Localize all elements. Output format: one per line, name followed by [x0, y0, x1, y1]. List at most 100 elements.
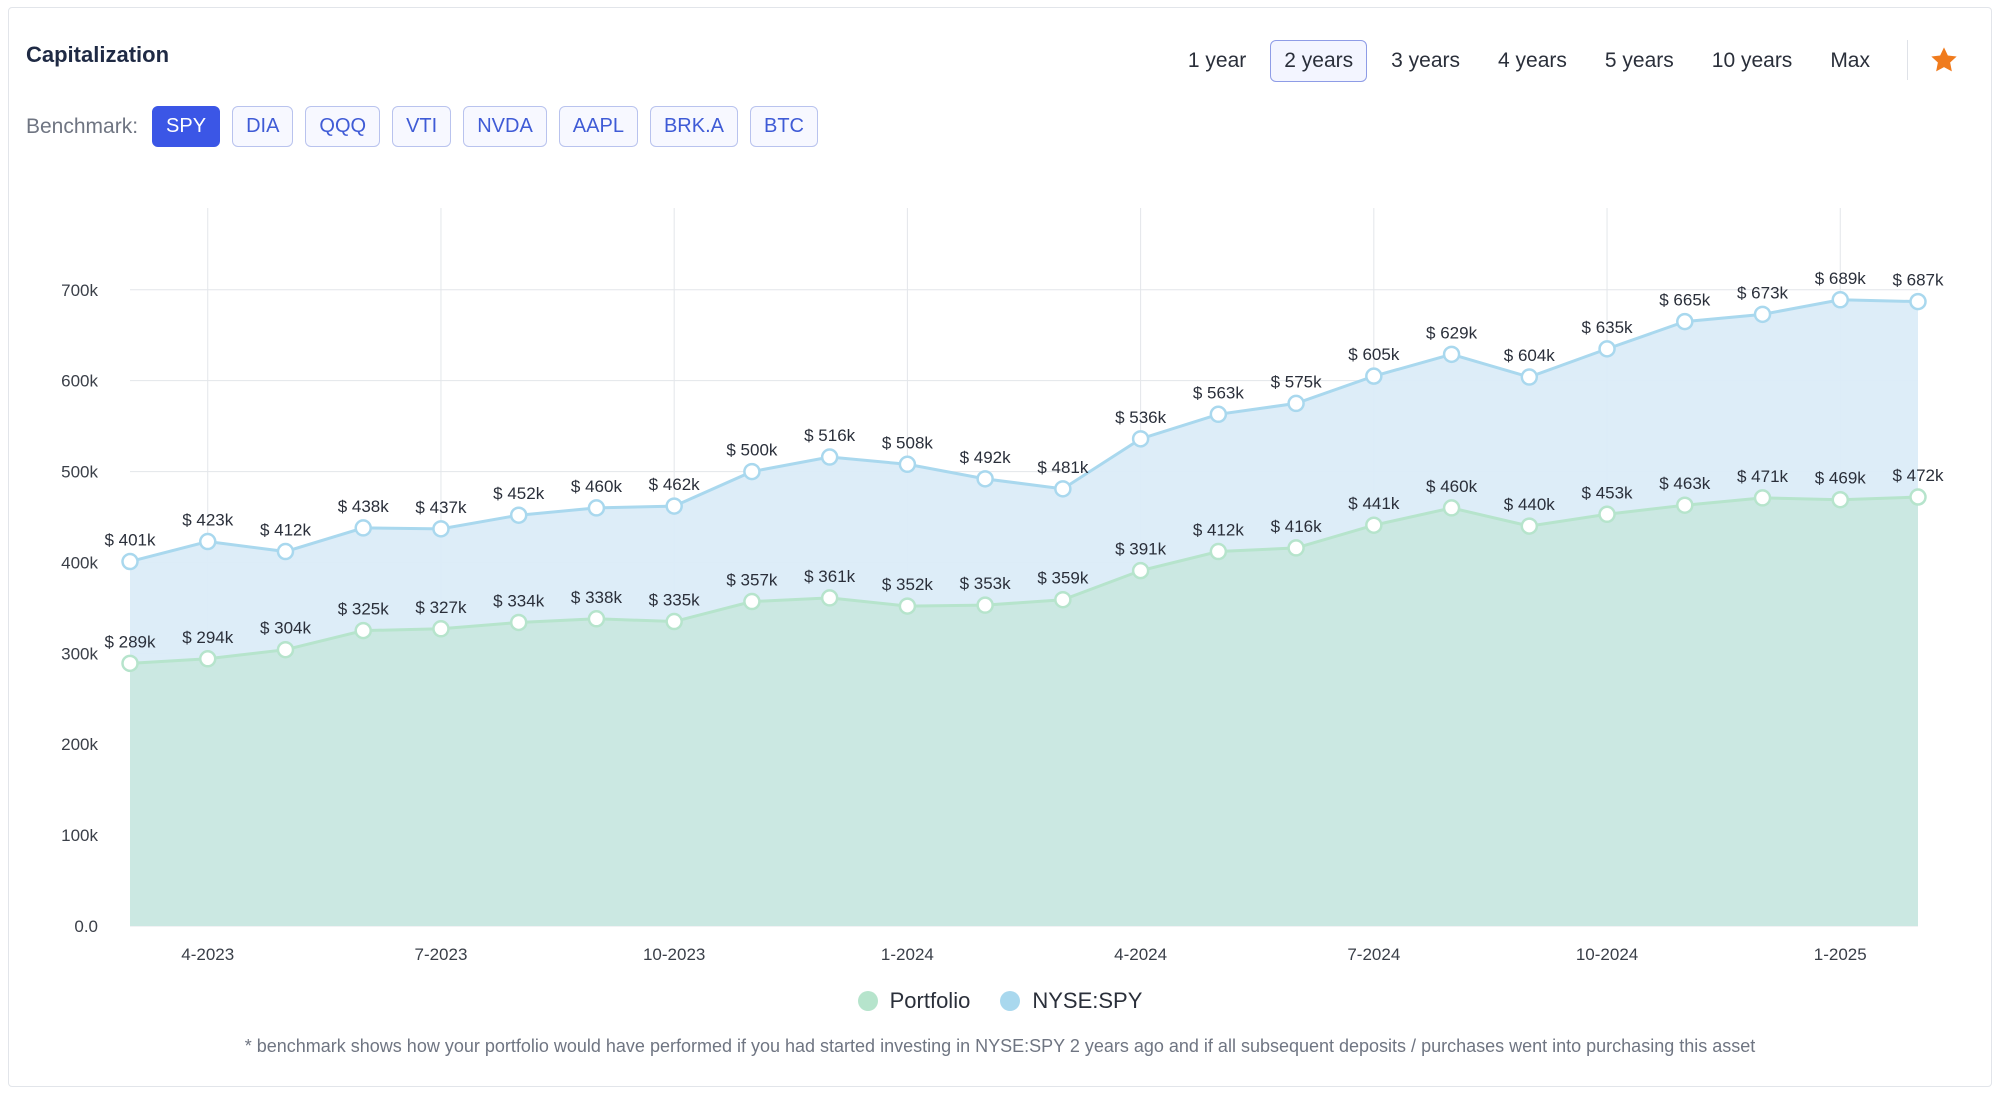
point-portfolio: [898, 597, 917, 615]
range-button-1-year[interactable]: 1 year: [1187, 49, 1247, 72]
data-label-nyse-spy: $ 516k: [804, 426, 856, 445]
data-label-portfolio: $ 361k: [804, 567, 856, 586]
benchmark-footnote: * benchmark shows how your portfolio wou…: [244, 1036, 1756, 1056]
data-label-portfolio: $ 335k: [649, 591, 701, 610]
benchmark-label: Benchmark:: [26, 114, 139, 138]
range-button-max[interactable]: Max: [1830, 49, 1870, 72]
range-button-2-years[interactable]: 2 years: [1270, 40, 1368, 82]
point-nyse-spy: [276, 542, 295, 561]
data-label-portfolio: $ 469k: [1815, 469, 1867, 488]
x-tick-label: 10-2024: [1576, 945, 1638, 964]
point-nyse-spy: [1676, 312, 1694, 331]
data-label-portfolio: $ 325k: [338, 600, 390, 619]
data-label-portfolio: $ 440k: [1504, 495, 1556, 514]
y-tick-label: 200k: [61, 735, 98, 754]
point-portfolio: [276, 640, 295, 659]
point-portfolio: [198, 650, 217, 668]
point-nyse-spy: [1442, 345, 1461, 364]
point-portfolio: [1598, 505, 1616, 524]
x-tick-label: 4-2023: [181, 945, 234, 964]
data-label-nyse-spy: $ 536k: [1115, 408, 1167, 427]
data-label-nyse-spy: $ 508k: [882, 433, 934, 452]
point-nyse-spy: [1909, 292, 1927, 311]
point-nyse-spy: [1753, 305, 1772, 324]
point-nyse-spy: [587, 499, 606, 517]
time-range-selector: 1 year 2 years 3 years 4 years 5 years 10 yea…: [1174, 40, 1884, 82]
point-portfolio: [1909, 488, 1927, 506]
point-portfolio: [976, 596, 994, 614]
data-label-nyse-spy: $ 462k: [649, 475, 701, 494]
point-portfolio: [432, 620, 450, 638]
point-portfolio: [509, 613, 528, 632]
chart-legend: Portfolio NYSE:SPY: [0, 988, 2000, 1014]
benchmark-selector: Benchmark: SPY DIA QQQ VTI NVDA AAPL BRK.A BTC: [26, 106, 818, 147]
point-portfolio: [1131, 561, 1150, 580]
point-nyse-spy: [509, 506, 528, 524]
point-portfolio: [1054, 590, 1072, 609]
benchmark-chip-aapl[interactable]: AAPL: [558, 106, 638, 147]
data-label-portfolio: $ 352k: [882, 575, 934, 594]
point-portfolio: [1676, 496, 1694, 514]
data-label-nyse-spy: $ 635k: [1582, 318, 1634, 337]
benchmark-chip-brk-a[interactable]: BRK.A: [649, 106, 738, 147]
data-label-portfolio: $ 304k: [260, 619, 312, 638]
data-label-portfolio: $ 334k: [493, 591, 545, 610]
point-nyse-spy: [743, 462, 761, 481]
point-portfolio: [820, 589, 839, 607]
data-label-nyse-spy: $ 629k: [1426, 323, 1478, 342]
benchmark-chip-nvda[interactable]: NVDA: [463, 106, 547, 147]
data-label-nyse-spy: $ 687k: [1892, 271, 1944, 290]
benchmark-chip-spy[interactable]: SPY: [152, 106, 221, 147]
point-nyse-spy: [121, 552, 139, 571]
range-button-4-years[interactable]: 4 years: [1498, 49, 1567, 72]
point-portfolio: [1753, 489, 1772, 507]
benchmark-chip-btc[interactable]: BTC: [749, 106, 818, 147]
point-nyse-spy: [1287, 394, 1305, 413]
point-portfolio: [665, 612, 683, 631]
point-portfolio: [1831, 490, 1850, 509]
point-portfolio: [587, 610, 606, 628]
star-icon[interactable]: [1928, 44, 1960, 76]
y-tick-label: 500k: [61, 463, 98, 482]
data-label-nyse-spy: $ 481k: [1037, 458, 1089, 477]
y-tick-label: 600k: [61, 372, 98, 391]
point-portfolio: [354, 621, 372, 640]
data-label-portfolio: $ 294k: [182, 628, 234, 647]
line-nyse-spy: [129, 298, 1919, 563]
data-label-nyse-spy: $ 673k: [1737, 283, 1789, 302]
benchmark-chip-vti[interactable]: VTI: [392, 106, 452, 147]
data-label-portfolio: $ 412k: [1193, 521, 1245, 540]
y-tick-label: 0.0: [74, 917, 98, 936]
legend-item-portfolio[interactable]: Portfolio: [857, 988, 970, 1014]
data-label-portfolio: $ 357k: [726, 571, 778, 590]
point-nyse-spy: [1831, 291, 1850, 309]
chart-title: Capitalization: [26, 42, 170, 67]
data-label-portfolio: $ 327k: [415, 598, 467, 617]
data-label-nyse-spy: $ 438k: [338, 497, 390, 516]
data-label-nyse-spy: $ 563k: [1193, 383, 1245, 402]
range-button-5-years[interactable]: 5 years: [1604, 49, 1674, 72]
point-portfolio: [1287, 539, 1305, 557]
y-tick-label: 700k: [61, 281, 98, 300]
data-label-nyse-spy: $ 401k: [104, 531, 156, 550]
legend-item-benchmark[interactable]: NYSE:SPY: [1000, 988, 1142, 1014]
data-label-portfolio: $ 338k: [571, 588, 623, 607]
data-label-portfolio: $ 391k: [1115, 540, 1167, 559]
data-label-nyse-spy: $ 460k: [571, 477, 623, 496]
legend-dot-portfolio: [857, 991, 878, 1011]
range-button-3-years[interactable]: 3 years: [1391, 49, 1461, 72]
data-label-nyse-spy: $ 412k: [260, 521, 312, 540]
legend-dot-benchmark: [1000, 991, 1021, 1011]
benchmark-chip-dia[interactable]: DIA: [232, 106, 294, 147]
data-label-nyse-spy: $ 604k: [1504, 346, 1556, 365]
data-label-portfolio: $ 359k: [1037, 569, 1089, 588]
data-label-nyse-spy: $ 437k: [415, 498, 467, 517]
point-portfolio: [121, 654, 139, 673]
benchmark-chip-qqq[interactable]: QQQ: [305, 106, 381, 147]
point-portfolio: [1442, 499, 1461, 517]
x-tick-label: 1-2024: [881, 945, 934, 964]
x-tick-label: 10-2023: [643, 945, 705, 964]
data-label-portfolio: $ 463k: [1659, 474, 1711, 493]
range-button-10-years[interactable]: 10 years: [1711, 49, 1793, 72]
